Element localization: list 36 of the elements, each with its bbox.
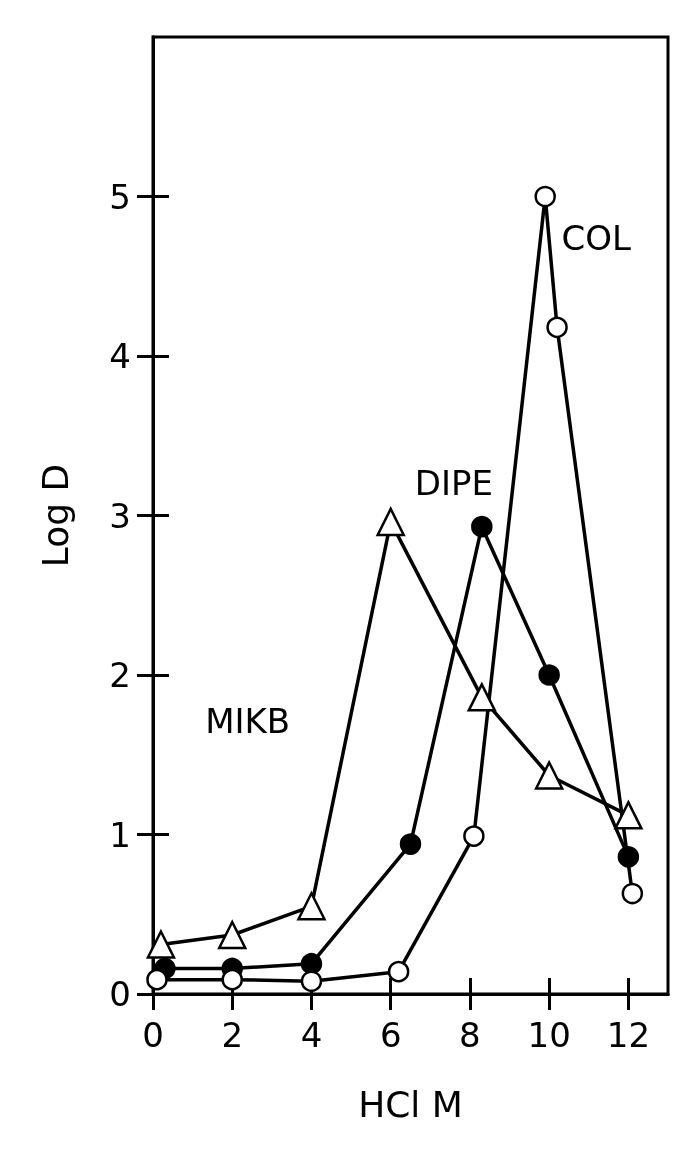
y-tick-label: 3 bbox=[109, 495, 131, 536]
point bbox=[467, 683, 497, 712]
point bbox=[546, 316, 568, 339]
point bbox=[463, 825, 485, 847]
point bbox=[399, 833, 422, 855]
point bbox=[534, 185, 556, 208]
point bbox=[538, 664, 560, 686]
series-label: DIPE bbox=[414, 462, 493, 503]
x-tick-label: 8 bbox=[459, 1015, 481, 1055]
x-tick-label: 4 bbox=[300, 1015, 323, 1055]
y-axis-title: Log D bbox=[34, 463, 76, 568]
point bbox=[376, 507, 405, 537]
x-tick-label: 10 bbox=[527, 1015, 571, 1055]
series-label: MIKB bbox=[205, 700, 291, 741]
point bbox=[621, 882, 644, 905]
point bbox=[297, 892, 326, 921]
point bbox=[146, 930, 176, 959]
point bbox=[300, 952, 323, 975]
point bbox=[534, 761, 564, 790]
point bbox=[617, 846, 640, 868]
point bbox=[614, 801, 643, 830]
x-tick-label: 6 bbox=[379, 1015, 402, 1055]
x-tick-label: 2 bbox=[221, 1015, 244, 1055]
x-axis-title: HCl M bbox=[358, 1083, 463, 1125]
point bbox=[217, 920, 247, 950]
x-tick-label: 0 bbox=[142, 1015, 164, 1055]
series-label: COL bbox=[561, 217, 631, 258]
point bbox=[387, 960, 410, 983]
y-tick-label: 2 bbox=[109, 655, 131, 695]
y-tick-label: 4 bbox=[109, 336, 131, 376]
y-tick-label: 1 bbox=[109, 814, 131, 855]
point bbox=[146, 968, 168, 991]
y-tick-label: 5 bbox=[109, 176, 131, 217]
y-tick-label: 0 bbox=[109, 974, 131, 1014]
point bbox=[471, 515, 493, 538]
x-tick-label: 12 bbox=[606, 1015, 651, 1055]
